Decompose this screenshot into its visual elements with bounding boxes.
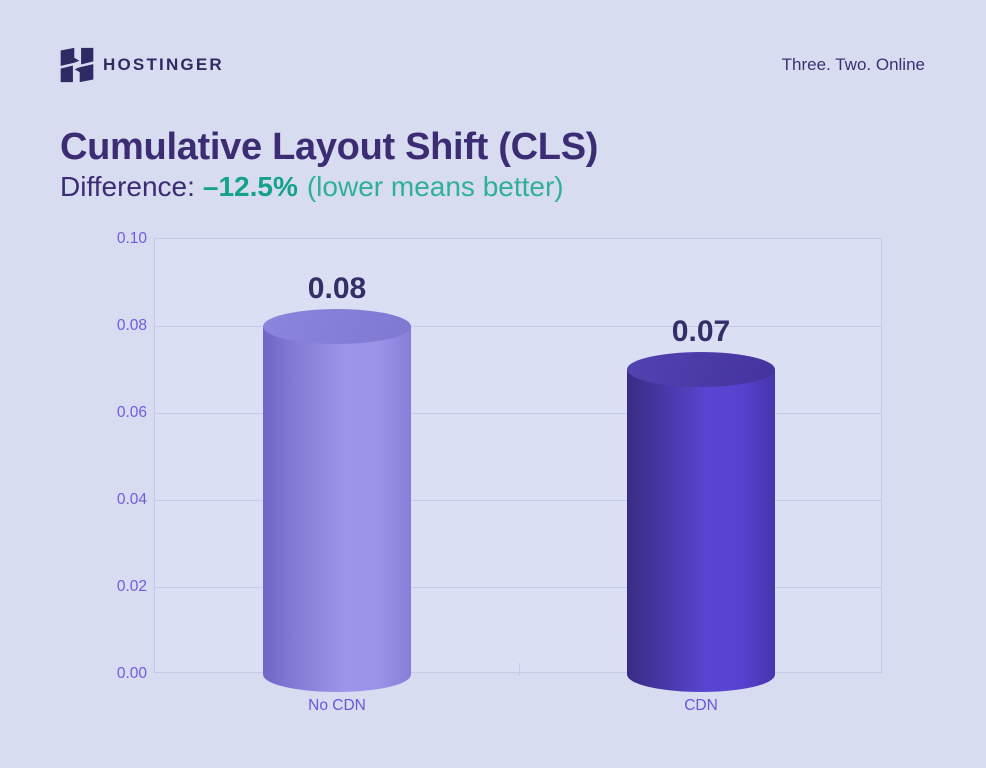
x-category-label: CDN [684, 697, 718, 714]
y-axis-tick-label: 0.02 [116, 578, 147, 595]
header: HOSTINGER Three. Two. Online [60, 47, 925, 83]
hostinger-logo-icon [60, 47, 94, 83]
bar-cylinder [263, 326, 411, 674]
x-category-label: No CDN [308, 697, 366, 714]
bar-value-label: 0.08 [307, 271, 367, 305]
y-axis-tick-label: 0.10 [116, 230, 147, 247]
gridline [155, 500, 881, 501]
bar-chart-plot-area: 0.00 0.02 0.04 0.06 0.08 0.10 0.08 No CDN 0.07 CD… [117, 230, 882, 714]
y-axis-tick-label: 0.00 [116, 665, 147, 682]
gridline [155, 326, 881, 327]
gridline [155, 587, 881, 588]
gridline [155, 413, 881, 414]
bar-value-label: 0.07 [671, 315, 731, 348]
y-axis-tick-label: 0.08 [116, 317, 147, 334]
brand: HOSTINGER [60, 47, 224, 83]
difference-note: (lower means better) [306, 171, 564, 202]
page-title: Cumulative Layout Shift (CLS) [60, 126, 599, 168]
subtitle-prefix: Difference: [60, 171, 195, 202]
cylinder-top [627, 352, 775, 387]
category-separator-tick [519, 663, 520, 676]
subtitle: Difference: –12.5% (lower means better) [60, 171, 564, 203]
y-axis-tick-label: 0.06 [116, 404, 147, 421]
header-tagline: Three. Two. Online [781, 55, 925, 74]
brand-name: HOSTINGER [103, 55, 224, 74]
difference-value: –12.5% [202, 171, 298, 202]
cylinder-top [263, 308, 411, 344]
y-axis-tick-label: 0.04 [116, 491, 147, 508]
bar-cylinder [627, 369, 775, 674]
